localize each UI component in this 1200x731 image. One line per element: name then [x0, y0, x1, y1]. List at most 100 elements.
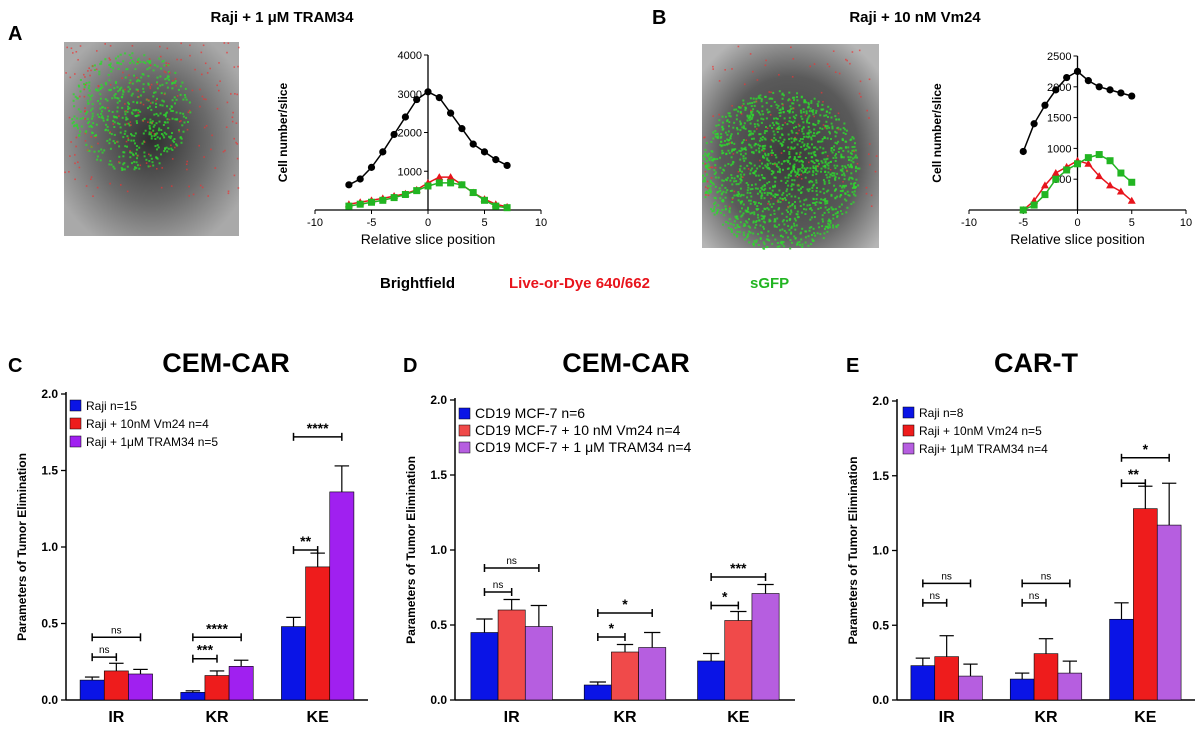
- gfp-speck: [742, 224, 745, 227]
- gfp-speck: [116, 97, 119, 100]
- gfp-speck: [786, 159, 789, 162]
- gfp-speck: [799, 109, 802, 112]
- gfp-speck: [76, 125, 79, 128]
- gfp-speck: [103, 149, 106, 152]
- gfp-speck: [778, 112, 781, 114]
- gfp-speck: [747, 208, 749, 211]
- dye-speck: [129, 150, 131, 152]
- gfp-speck: [721, 184, 724, 187]
- gfp-speck: [811, 180, 814, 183]
- gfp-speck: [164, 147, 167, 150]
- dye-speck: [108, 57, 111, 59]
- category-label: KR: [205, 709, 229, 726]
- gfp-speck: [787, 211, 789, 213]
- gfp-speck: [839, 146, 842, 149]
- gfp-speck: [744, 148, 747, 151]
- gfp-speck: [773, 209, 776, 212]
- gfp-speck: [705, 160, 708, 163]
- dye-speck: [704, 170, 707, 173]
- dye-speck: [800, 178, 803, 180]
- gfp-speck: [830, 116, 833, 119]
- gfp-speck: [751, 151, 753, 154]
- y-tick-label: 0.5: [41, 617, 58, 631]
- gfp-speck: [817, 140, 819, 143]
- gfp-speck: [125, 116, 128, 119]
- gfp-speck: [91, 103, 94, 106]
- gfp-speck: [802, 111, 805, 114]
- dye-speck: [733, 190, 736, 193]
- dye-speck: [770, 197, 772, 200]
- gfp-speck: [827, 105, 830, 108]
- gfp-speck: [764, 164, 767, 167]
- gfp-speck: [795, 125, 798, 128]
- gfp-speck: [803, 135, 806, 138]
- gfp-speck: [842, 149, 845, 152]
- gfp-speck: [131, 52, 134, 55]
- gfp-speck: [106, 99, 109, 102]
- gfp-speck: [793, 120, 796, 123]
- x-tick-label: 5: [481, 217, 487, 229]
- significance-label: *: [722, 589, 728, 605]
- gfp-speck: [761, 188, 764, 191]
- dye-speck: [846, 169, 848, 172]
- gfp-speck: [760, 174, 763, 177]
- gfp-speck: [181, 124, 184, 127]
- gfp-speck: [784, 197, 786, 200]
- gfp-speck: [715, 124, 718, 127]
- gfp-speck: [804, 176, 807, 179]
- dye-speck: [107, 106, 109, 109]
- gfp-speck: [788, 201, 790, 204]
- gfp-speck: [711, 210, 714, 213]
- gfp-speck: [113, 87, 116, 90]
- gfp-speck: [179, 112, 182, 115]
- gfp-speck: [854, 182, 857, 184]
- dye-speck: [822, 101, 824, 103]
- gfp-speck: [762, 167, 765, 170]
- gfp-speck: [173, 140, 175, 143]
- gfp-speck: [767, 230, 770, 233]
- gfp-speck: [798, 124, 801, 127]
- dye-speck: [137, 90, 139, 92]
- gfp-speck: [172, 81, 175, 84]
- gfp-speck: [743, 122, 746, 125]
- dye-speck: [732, 153, 735, 155]
- gfp-speck: [739, 158, 742, 161]
- gfp-speck: [135, 161, 138, 164]
- gfp-speck: [774, 185, 776, 188]
- gfp-speck: [758, 133, 761, 136]
- gfp-speck: [841, 186, 843, 189]
- data-point-green: [1074, 160, 1081, 168]
- gfp-speck: [753, 201, 756, 203]
- gfp-speck: [747, 183, 750, 186]
- dye-speck: [142, 103, 145, 106]
- gfp-speck: [737, 199, 740, 202]
- gfp-speck: [134, 132, 137, 135]
- dye-speck: [744, 83, 746, 86]
- gfp-speck: [823, 114, 826, 117]
- gfp-speck: [772, 202, 775, 205]
- gfp-speck: [843, 174, 846, 177]
- dye-speck: [827, 155, 829, 157]
- dye-speck: [109, 84, 112, 86]
- gfp-speck: [780, 179, 783, 182]
- gfp-speck: [762, 220, 765, 223]
- gfp-speck: [118, 100, 121, 102]
- gfp-speck: [729, 179, 732, 182]
- dye-speck: [227, 192, 230, 195]
- gfp-speck: [118, 155, 121, 158]
- gfp-speck: [114, 142, 116, 145]
- gfp-speck: [759, 190, 762, 193]
- gfp-speck: [801, 243, 804, 246]
- data-point-red: [1106, 181, 1115, 189]
- gfp-speck: [83, 83, 85, 86]
- gfp-speck: [125, 118, 128, 121]
- dye-speck: [180, 120, 182, 122]
- gfp-speck: [827, 211, 830, 214]
- gfp-speck: [730, 164, 733, 167]
- gfp-speck: [743, 159, 746, 162]
- gfp-speck: [717, 135, 720, 138]
- gfp-speck: [739, 210, 742, 213]
- dye-speck: [90, 135, 93, 138]
- gfp-speck: [769, 213, 772, 216]
- gfp-speck: [742, 194, 745, 197]
